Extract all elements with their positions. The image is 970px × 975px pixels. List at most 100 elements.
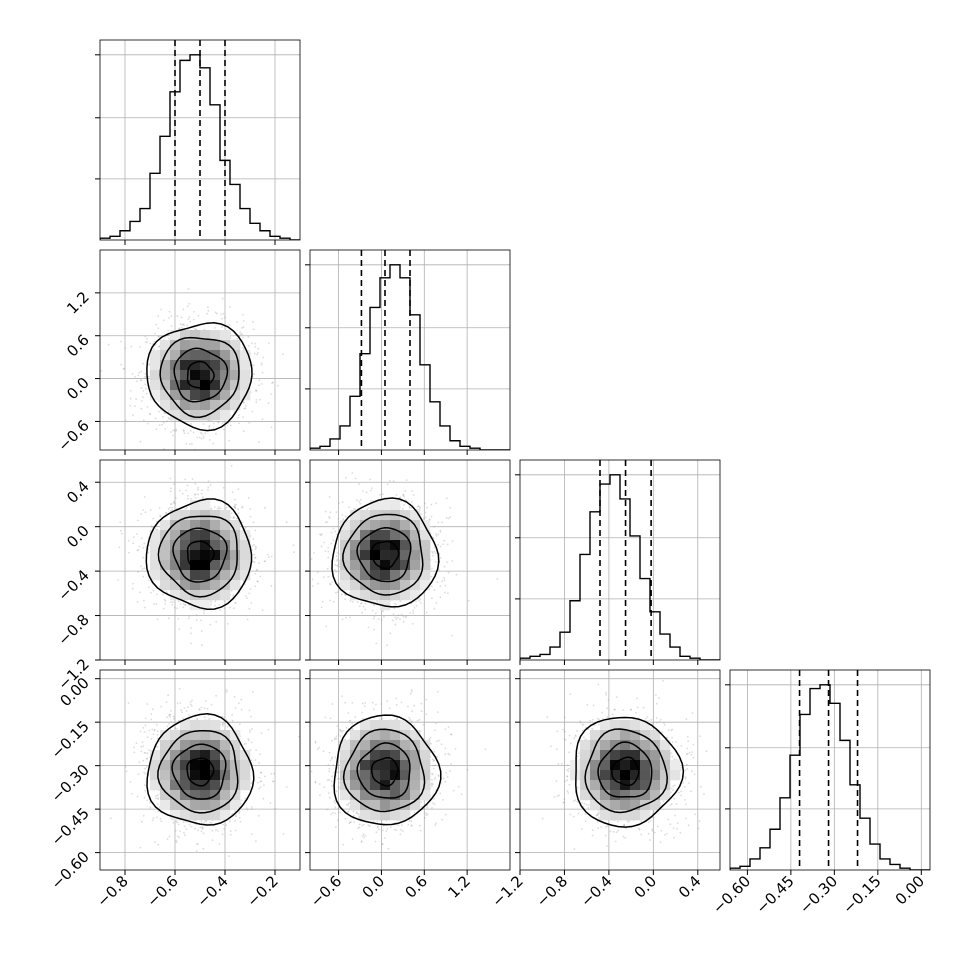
sample-point: [452, 540, 454, 542]
sample-point: [182, 493, 184, 495]
sample-point: [345, 617, 347, 619]
sample-point: [224, 317, 226, 319]
sample-point: [435, 561, 437, 563]
sample-point: [170, 431, 172, 433]
sample-point: [431, 551, 433, 553]
density-cell: [380, 500, 390, 510]
density-cell: [350, 560, 360, 570]
sample-point: [402, 494, 404, 496]
sample-point: [451, 635, 453, 637]
sample-point: [233, 607, 235, 609]
density-cell: [170, 530, 180, 540]
sample-point: [431, 576, 433, 578]
sample-point: [128, 552, 130, 554]
sample-point: [168, 617, 170, 619]
sample-point: [204, 433, 206, 435]
sample-point: [378, 618, 380, 620]
sample-point: [277, 385, 279, 387]
density-cell: [370, 590, 380, 600]
sample-point: [202, 496, 204, 498]
sample-point: [138, 375, 140, 377]
sample-point: [262, 357, 264, 359]
sample-point: [153, 348, 155, 350]
sample-point: [358, 501, 360, 503]
density-cell: [190, 530, 200, 540]
sample-point: [447, 592, 449, 594]
sample-point: [223, 313, 225, 315]
sample-point: [267, 554, 269, 556]
sample-point: [442, 543, 444, 545]
sample-point: [334, 569, 336, 571]
sample-point: [401, 614, 403, 616]
sample-point: [190, 498, 192, 500]
sample-point: [373, 604, 375, 606]
sample-point: [151, 525, 153, 527]
sample-point: [312, 585, 314, 587]
sample-point: [337, 552, 339, 554]
sample-point: [243, 326, 245, 328]
sample-point: [325, 511, 327, 513]
sample-point: [435, 533, 437, 535]
sample-point: [143, 543, 145, 545]
sample-point: [201, 489, 203, 491]
sample-point: [228, 440, 230, 442]
sample-point: [249, 729, 251, 731]
sample-point: [156, 428, 158, 430]
sample-point: [201, 630, 203, 632]
sample-point: [121, 533, 123, 535]
sample-point: [242, 314, 244, 316]
sample-point: [431, 504, 433, 506]
sample-point: [238, 423, 240, 425]
sample-point: [414, 607, 416, 609]
sample-point: [398, 614, 400, 616]
sample-point: [132, 583, 134, 585]
panel-2-0: [100, 460, 300, 660]
sample-point: [381, 619, 383, 621]
sample-point: [234, 602, 236, 604]
sample-point: [164, 599, 166, 601]
sample-point: [187, 498, 189, 500]
sample-point: [162, 416, 164, 418]
sample-point: [142, 576, 144, 578]
sample-point: [337, 559, 339, 561]
sample-point: [184, 432, 186, 434]
sample-point: [218, 506, 220, 508]
sample-point: [128, 540, 130, 542]
sample-point: [183, 324, 185, 326]
sample-point: [359, 605, 361, 607]
density-cell: [200, 500, 210, 510]
sample-point: [124, 348, 126, 350]
sample-point: [201, 433, 203, 435]
sample-point: [261, 362, 263, 364]
sample-point: [215, 600, 217, 602]
sample-point: [144, 567, 146, 569]
sample-point: [197, 437, 199, 439]
sample-point: [349, 617, 351, 619]
sample-point: [357, 601, 359, 603]
density-cell: [190, 510, 200, 520]
sample-point: [155, 324, 157, 326]
sample-point: [293, 551, 295, 553]
sample-point: [137, 520, 139, 522]
sample-point: [238, 488, 240, 490]
sample-point: [226, 691, 228, 693]
sample-point: [379, 494, 381, 496]
sample-point: [333, 528, 335, 530]
density-cell: [390, 500, 400, 510]
sample-point: [162, 594, 164, 596]
sample-point: [215, 829, 217, 831]
sample-point: [336, 511, 338, 513]
sample-point: [329, 600, 331, 602]
sample-point: [342, 618, 344, 620]
sample-point: [403, 616, 405, 618]
sample-point: [226, 689, 228, 691]
sample-point: [119, 547, 121, 549]
density-cell: [220, 370, 230, 380]
sample-point: [399, 618, 401, 620]
sample-point: [327, 557, 329, 559]
sample-point: [141, 387, 143, 389]
sample-point: [434, 551, 436, 553]
sample-point: [185, 490, 187, 492]
sample-point: [497, 578, 499, 580]
sample-point: [250, 588, 252, 590]
